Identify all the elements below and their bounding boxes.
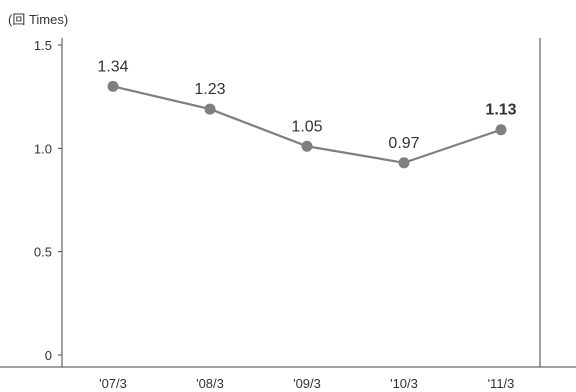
x-tick-label: '10/3	[390, 376, 418, 391]
y-ticks: 0 0.5 1.0 1.5	[34, 38, 62, 363]
x-tick-label: '09/3	[293, 376, 321, 391]
x-tick-label: '07/3	[99, 376, 127, 391]
y-tick-label: 1.5	[34, 38, 52, 53]
y-tick-label: 1.0	[34, 141, 52, 156]
series	[107, 80, 507, 169]
data-point	[495, 124, 507, 136]
data-point	[301, 140, 313, 152]
data-label: 0.97	[388, 135, 419, 152]
unit-label: (回 Times)	[8, 12, 68, 27]
x-tick-labels: '07/3 '08/3 '09/3 '10/3 '11/3	[99, 376, 514, 391]
data-labels: 1.34 1.23 1.05 0.97 1.13	[97, 58, 516, 151]
data-point	[204, 103, 216, 115]
data-label: 1.34	[97, 58, 128, 75]
x-tick-label: '08/3	[196, 376, 224, 391]
data-label: 1.13	[485, 102, 516, 119]
data-label: 1.05	[291, 118, 322, 135]
y-tick-label: 0	[45, 348, 52, 363]
data-point	[398, 157, 410, 169]
y-tick-label: 0.5	[34, 245, 52, 260]
data-point	[107, 80, 119, 92]
data-label: 1.23	[194, 81, 225, 98]
x-tick-label: '11/3	[488, 376, 515, 391]
